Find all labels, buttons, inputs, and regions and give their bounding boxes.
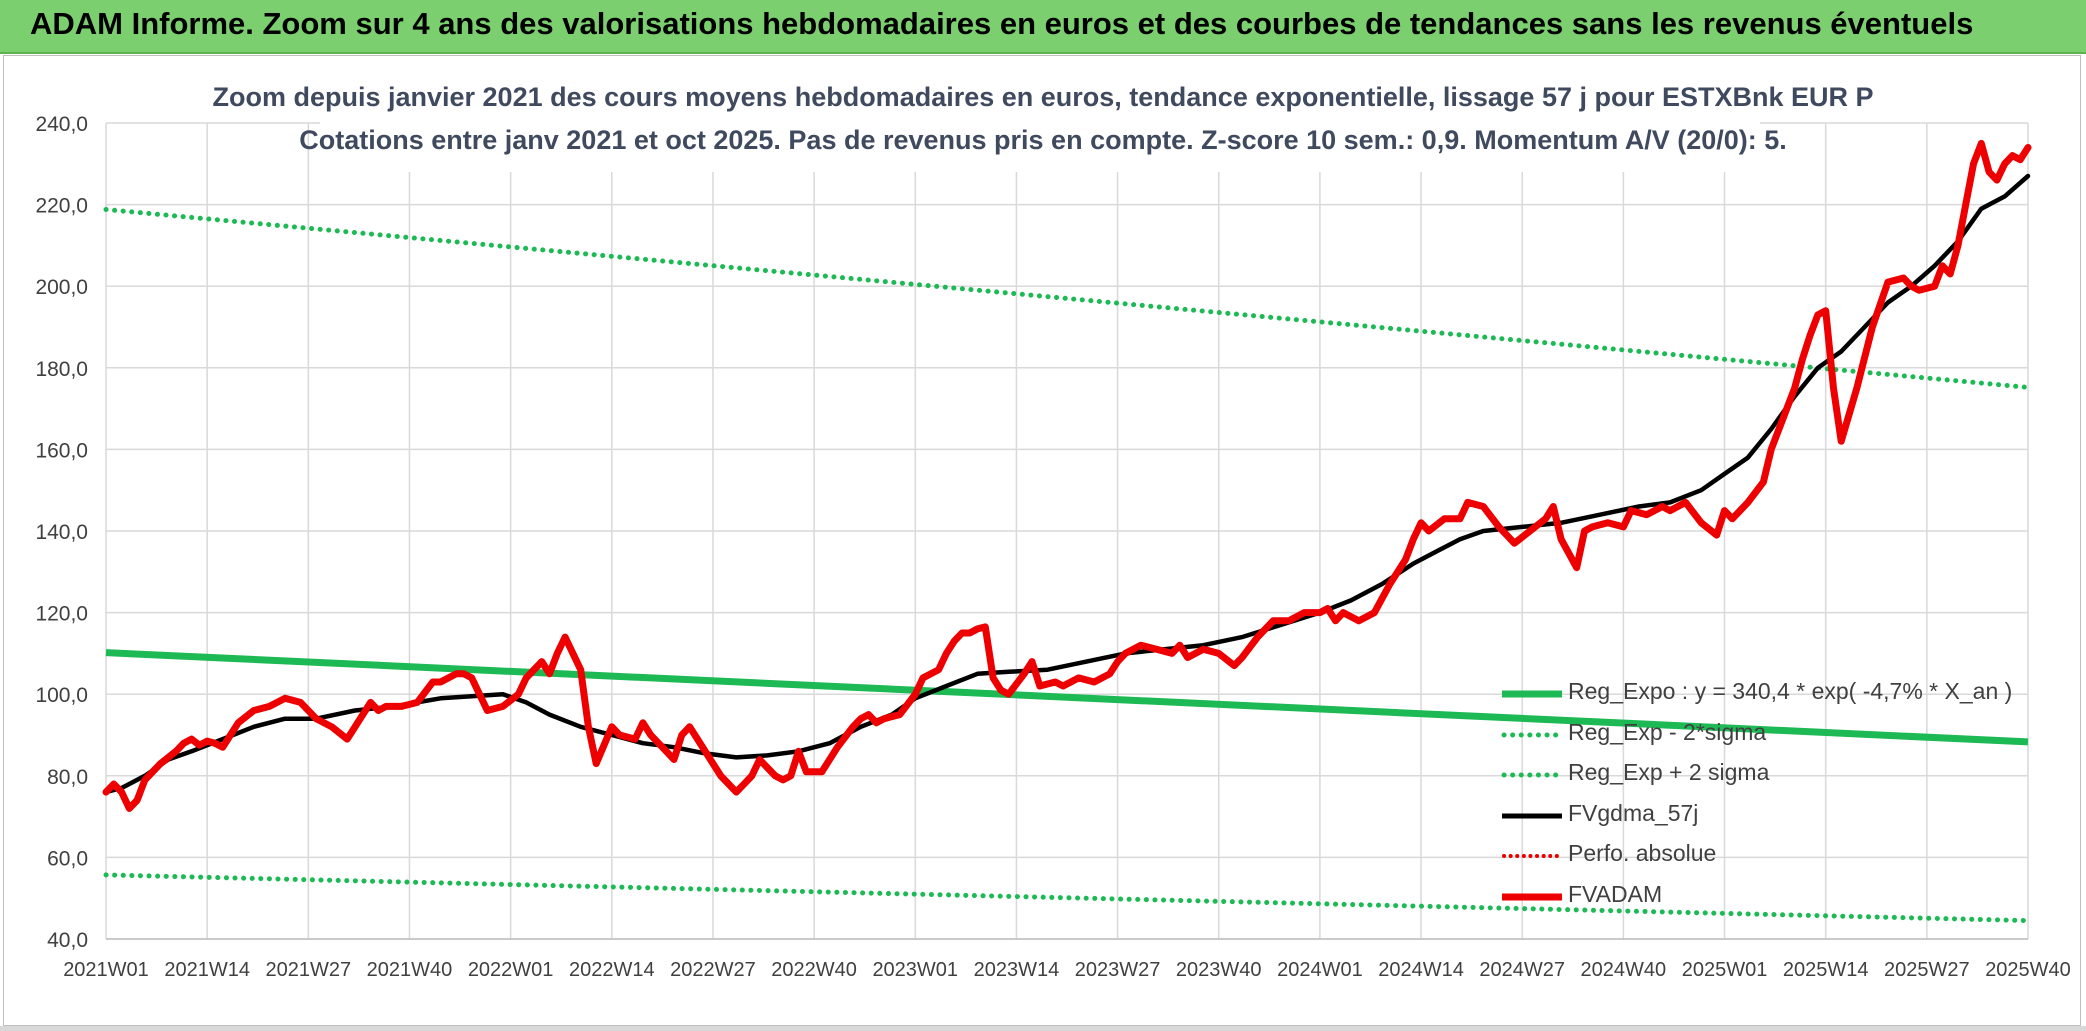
legend-swatch-solid-green xyxy=(1502,690,1562,698)
y-tick-label: 140,0 xyxy=(35,521,88,544)
y-tick-label: 100,0 xyxy=(35,684,88,707)
chart-title-box xyxy=(320,72,1760,172)
x-tick-label: 2022W14 xyxy=(569,959,655,981)
y-tick-label: 80,0 xyxy=(47,766,88,789)
y-tick-label: 180,0 xyxy=(35,358,88,381)
x-tick-label: 2025W01 xyxy=(1682,959,1768,981)
legend-swatch-dotted-green xyxy=(1501,772,1564,778)
chart-subtitle: Cotations entre janv 2021 et oct 2025. P… xyxy=(299,125,1787,155)
x-tick-label: 2022W01 xyxy=(468,959,554,981)
x-tick-label: 2022W40 xyxy=(771,959,857,981)
chart-frame xyxy=(3,55,2081,1026)
x-tick-label: 2023W01 xyxy=(872,959,958,981)
legend-label: FVADAM xyxy=(1568,880,1663,907)
y-tick-label: 200,0 xyxy=(35,276,88,299)
series-line-5 xyxy=(102,139,2032,812)
x-tick-label: 2023W14 xyxy=(974,959,1060,981)
y-tick-label: 240,0 xyxy=(35,113,88,136)
y-tick-label: 160,0 xyxy=(35,439,88,462)
x-tick-label: 2023W40 xyxy=(1176,959,1262,981)
x-tick-label: 2024W40 xyxy=(1581,959,1667,981)
bottom-strip xyxy=(0,1026,2086,1031)
legend-label: Perfo. absolue xyxy=(1568,840,1717,866)
legend-item-reg-exp-plus: Reg_Exp + 2 sigma xyxy=(1500,757,2040,798)
y-tick-label: 220,0 xyxy=(35,195,88,218)
legend-label: Reg_Exp - 2*sigma xyxy=(1568,718,1767,745)
legend-swatch-solid-red xyxy=(1502,893,1562,900)
chart-legend: Reg_Expo : y = 340,4 * exp( -4,7% * X_an… xyxy=(1500,676,2040,919)
report-title: ADAM Informe. Zoom sur 4 ans des valoris… xyxy=(30,6,1974,41)
legend-item-reg-expo: Reg_Expo : y = 340,4 * exp( -4,7% * X_an… xyxy=(1500,676,2040,717)
x-tick-label: 2024W01 xyxy=(1277,959,1363,981)
x-tick-label: 2023W27 xyxy=(1075,959,1161,981)
series-line-3 xyxy=(103,173,2031,795)
y-tick-label: 40,0 xyxy=(47,929,88,952)
x-tick-label: 2025W27 xyxy=(1884,959,1970,981)
legend-swatch-dotted-red xyxy=(1502,854,1564,858)
report-banner: ADAM Informe. Zoom sur 4 ans des valoris… xyxy=(0,0,2086,54)
series-line-2 xyxy=(103,207,2031,390)
legend-swatch-dotted-green xyxy=(1501,732,1564,737)
x-tick-label: 2025W14 xyxy=(1783,959,1869,981)
x-tick-label: 2021W01 xyxy=(63,959,149,981)
legend-item-reg-exp-minus: Reg_Exp - 2*sigma xyxy=(1500,717,2040,758)
legend-item-fvadam: FVADAM xyxy=(1500,879,2040,920)
legend-label: Reg_Exp + 2 sigma xyxy=(1568,759,1770,785)
x-tick-label: 2022W27 xyxy=(670,959,756,981)
series-line-1 xyxy=(103,872,2031,924)
legend-item-perfo: Perfo. absolue xyxy=(1500,838,2040,879)
legend-label: Reg_Expo : y = 340,4 * exp( -4,7% * X_an… xyxy=(1568,678,2013,704)
legend-item-fvgdma: FVgdma_57j xyxy=(1500,798,2040,839)
series-line-0 xyxy=(105,649,2029,746)
x-tick-label: 2021W14 xyxy=(164,959,250,981)
y-tick-label: 60,0 xyxy=(47,847,88,870)
x-tick-label: 2025W40 xyxy=(1985,959,2071,981)
x-tick-label: 2021W27 xyxy=(266,959,352,981)
y-tick-label: 120,0 xyxy=(35,603,88,626)
legend-swatch-solid-black xyxy=(1502,813,1562,818)
legend-label: FVgdma_57j xyxy=(1568,799,1699,826)
x-tick-label: 2024W14 xyxy=(1378,959,1464,981)
chart-title: Zoom depuis janvier 2021 des cours moyen… xyxy=(212,82,1874,112)
x-tick-label: 2024W27 xyxy=(1479,959,1565,981)
x-tick-label: 2021W40 xyxy=(367,959,453,981)
